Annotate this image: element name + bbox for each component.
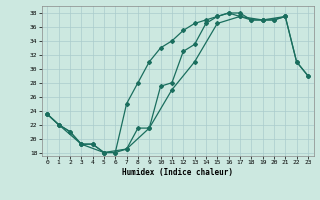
- X-axis label: Humidex (Indice chaleur): Humidex (Indice chaleur): [122, 168, 233, 177]
